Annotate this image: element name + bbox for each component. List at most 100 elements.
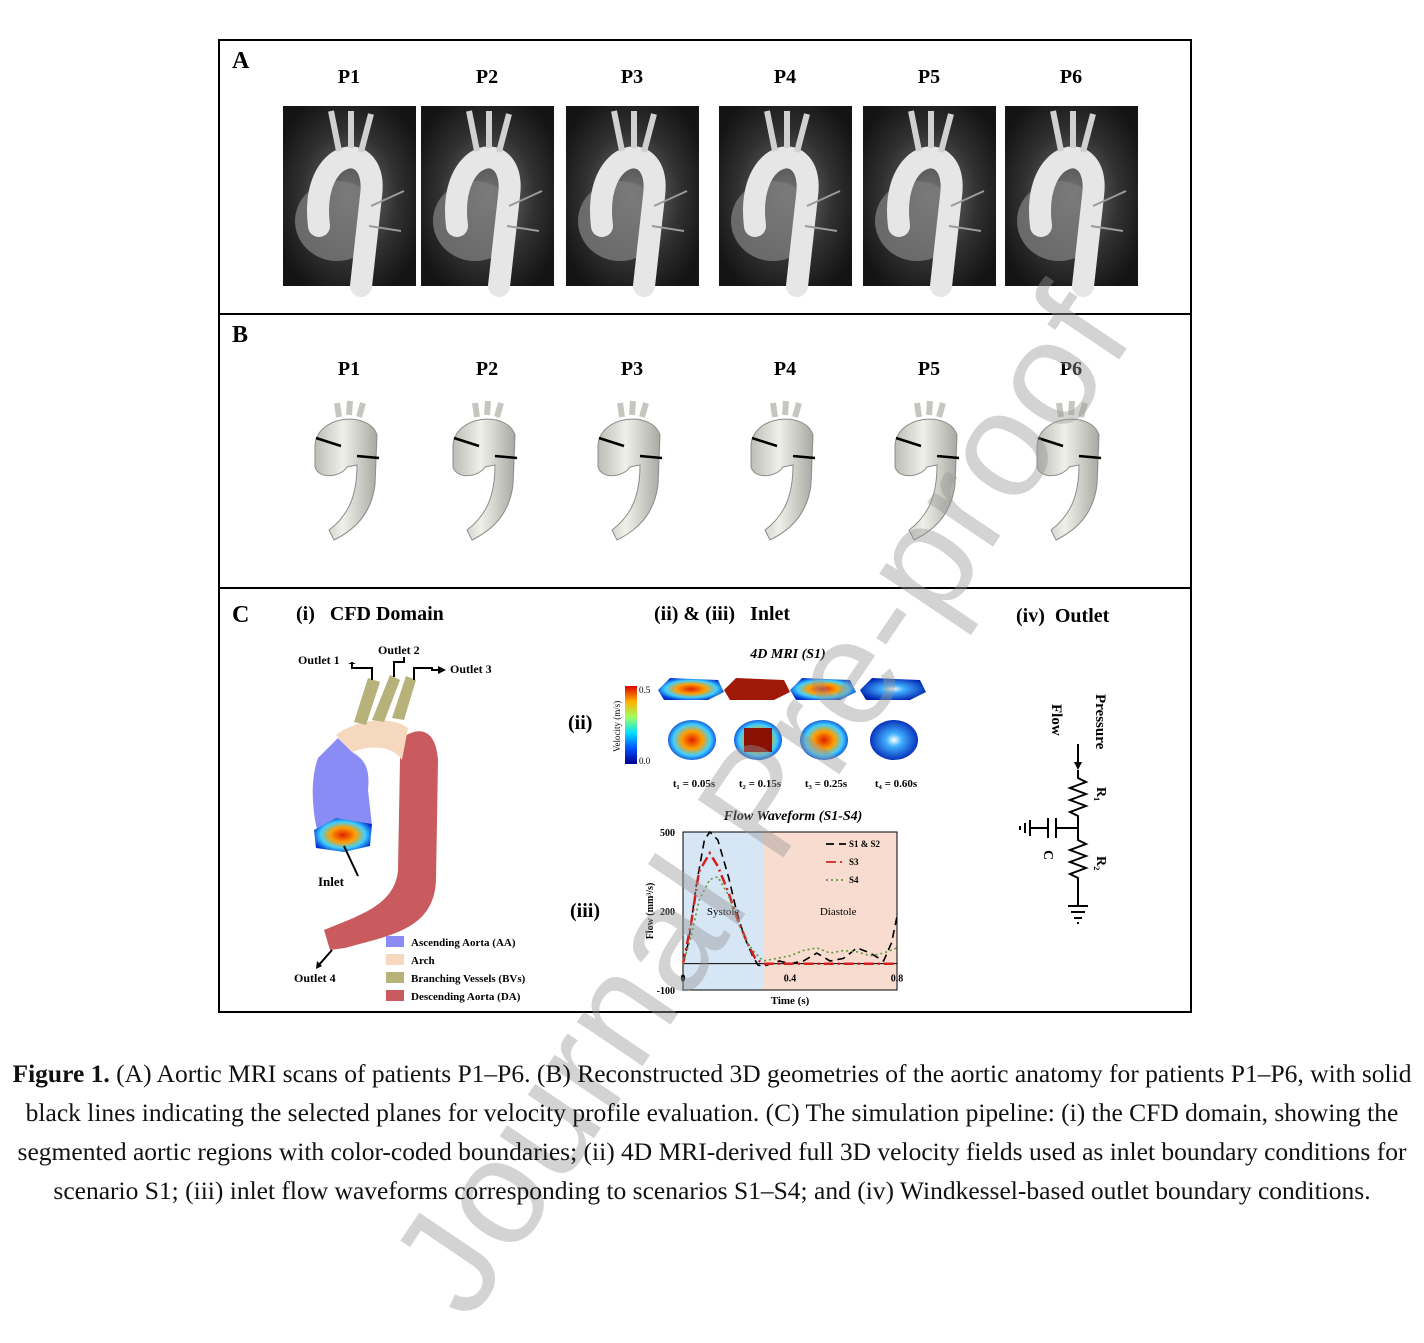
- mri-scan-p5: [863, 106, 996, 297]
- inlet-profile-shape: [314, 818, 372, 852]
- eval-plane-descending-p6: [1078, 454, 1102, 460]
- aorta-geometry-p3: [597, 400, 663, 541]
- outlet-1-arrowhead: [348, 662, 356, 664]
- diastole-label: Diastole: [820, 906, 857, 918]
- legend-label-1: Arch: [411, 955, 435, 967]
- eval-plane-ascending-p5: [895, 436, 922, 448]
- panel-b-label-p6: P6: [1060, 358, 1082, 380]
- pressure-label: Pressure: [1092, 694, 1108, 750]
- aorta-geometry-p4: [750, 400, 816, 541]
- aorta-geometry-p5: [894, 400, 960, 541]
- eval-plane-ascending-p4: [751, 436, 778, 448]
- colorbar-label: Velocity (m/s): [612, 701, 622, 752]
- series-line-1: [681, 850, 897, 965]
- eval-plane-ascending-p3: [598, 436, 625, 448]
- eval-plane-descending-p2: [494, 454, 518, 460]
- panel-a-label-p6: P6: [1060, 66, 1082, 88]
- aorta-geometry-p6: [1036, 400, 1102, 541]
- descending-aorta-shape: [324, 731, 438, 950]
- velocity-field-top-t2: [724, 678, 790, 700]
- legend-label-2: Branching Vessels (BVs): [411, 973, 526, 985]
- legend-series-1: S3: [849, 857, 859, 867]
- r1-label: R₁: [1093, 787, 1108, 801]
- chart-frame: [682, 831, 898, 991]
- resistor-r1: [1067, 770, 1089, 828]
- time-label-1: t₁ = 0.05s: [673, 778, 716, 790]
- branch-vessel-1: [354, 678, 380, 725]
- time-label-3: t₃ = 0.25s: [805, 778, 848, 790]
- caption-label: Figure 1.: [12, 1059, 110, 1088]
- mri-scan-p6: [1005, 106, 1138, 297]
- eval-plane-ascending-p6: [1037, 436, 1064, 448]
- x-axis-label: Time (s): [771, 995, 810, 1007]
- mri-title: 4D MRI (S1): [749, 647, 825, 662]
- panel-a-label-p3: P3: [621, 66, 643, 88]
- velocity-field-bottom-t4: [870, 720, 918, 760]
- systole-label: Systole: [707, 906, 740, 918]
- outlet-2-label: Outlet 2: [378, 643, 420, 657]
- colorbar-max: 0.5: [639, 685, 651, 695]
- flow-waveform-chart: Systole Diastole 500 200 -100 0 0.4 0.8 Time (s)…: [645, 828, 903, 1007]
- panel-b-label-p5: P5: [918, 358, 940, 380]
- outlet-title: (iv) Outlet: [1016, 605, 1110, 627]
- legend-swatch-3: [386, 990, 404, 1001]
- outlet-3-arrow: [413, 667, 440, 680]
- velocity-field-top-t3: [790, 678, 856, 700]
- panel-b-geometries: P1 P2 P3 P4 P5 P6: [314, 358, 1102, 541]
- panel-b-label-p1: P1: [338, 358, 360, 380]
- inlet-title: (ii) & (iii) Inlet: [654, 603, 790, 625]
- figure-1: A P1 P2 P3 P4 P5 P6 B P1 P2 P3 P4 P5 P6 C (i) CFD …: [218, 39, 1192, 1013]
- time-label-2: t₂ = 0.15s: [739, 778, 782, 790]
- eval-plane-descending-p4: [792, 454, 816, 460]
- panel-a-label-p5: P5: [918, 66, 940, 88]
- r2-label: R₂: [1093, 856, 1108, 870]
- outlet-2-arrow: [393, 657, 405, 677]
- panel-a-label-p4: P4: [774, 66, 796, 88]
- resistor-r2: [1067, 828, 1089, 906]
- colorbar-min: 0.0: [639, 756, 651, 766]
- c-label: C: [1040, 850, 1055, 860]
- inlet-arrow: [343, 845, 359, 877]
- velocity-field-grid: t₁ = 0.05s t₂ = 0.15s t₃ = 0.25s t₄ = 0.60s: [658, 678, 926, 790]
- panel-b-label-p4: P4: [774, 358, 796, 380]
- eval-plane-descending-p1: [356, 454, 380, 460]
- x-tick-1: 0.4: [784, 974, 797, 985]
- eval-plane-ascending-p1: [315, 436, 342, 448]
- velocity-colorbar: [625, 686, 637, 764]
- velocity-field-bottom-t1: [668, 720, 716, 760]
- y-tick-1: 200: [660, 907, 675, 918]
- y-axis-label: Flow (mm³/s): [645, 883, 656, 940]
- panel-b-label-p2: P2: [476, 358, 498, 380]
- branch-vessel-3: [392, 676, 416, 720]
- ground-symbol: [1068, 905, 1088, 924]
- ascending-aorta-shape: [312, 738, 372, 834]
- figure-caption: Figure 1. (A) Aortic MRI scans of patien…: [10, 1054, 1414, 1210]
- cfd-domain: Outlet 1 Outlet 2 Outlet 3 Inlet Outlet …: [294, 643, 526, 1003]
- panel-a-letter: A: [232, 48, 250, 74]
- panel-b-frame: [218, 313, 1192, 589]
- caption-text: (A) Aortic MRI scans of patients P1–P6. …: [17, 1059, 1412, 1205]
- waveform-title: Flow Waveform (S1-S4): [723, 809, 863, 824]
- aorta-geometry-p2: [452, 400, 518, 541]
- legend-swatch-1: [386, 954, 404, 965]
- panel-c-letter: C: [232, 602, 249, 628]
- time-label-4: t₄ = 0.60s: [875, 778, 918, 790]
- x-tick-0: 0: [681, 974, 686, 985]
- capacitor-branch: [1019, 818, 1078, 838]
- cfd-domain-title: (i) CFD Domain: [296, 603, 444, 625]
- mri-scan-p3: [566, 106, 699, 297]
- panel-c-frame: [218, 587, 1192, 1013]
- legend-label-3: Descending Aorta (DA): [411, 991, 521, 1003]
- x-tick-2: 0.8: [891, 974, 904, 985]
- eval-plane-descending-p5: [936, 454, 960, 460]
- outlet-1-label: Outlet 1: [298, 653, 340, 667]
- series-line-2: [682, 875, 898, 964]
- velocity-field-top-t1: [658, 678, 724, 700]
- outlet-1-arrow: [351, 662, 373, 680]
- panel-a-label-p2: P2: [476, 66, 498, 88]
- branch-vessel-2: [372, 675, 400, 722]
- outlet-3-arrowhead: [438, 666, 446, 674]
- series-line-0: [682, 830, 898, 968]
- aorta-geometry-p1: [314, 400, 380, 541]
- mri-scan-p4: [719, 106, 852, 297]
